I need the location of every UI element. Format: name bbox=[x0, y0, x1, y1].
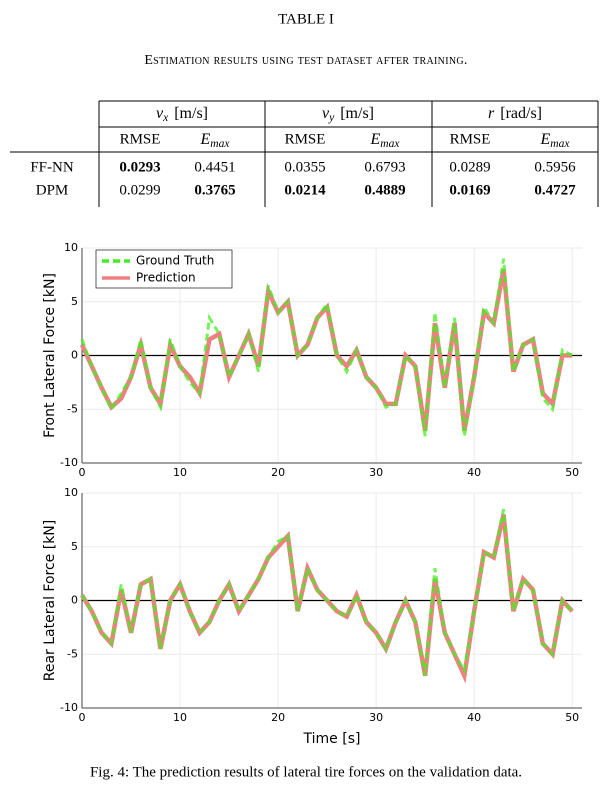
table-caption: Estimation results using test dataset af… bbox=[144, 53, 467, 68]
unit: [m/s] bbox=[340, 105, 374, 122]
y-tick-label: -5 bbox=[67, 402, 78, 415]
x-tick-label: 10 bbox=[173, 466, 187, 479]
table-cell: 0.0289 bbox=[449, 159, 490, 175]
y-tick-label: 5 bbox=[71, 295, 78, 308]
symbol: E bbox=[540, 131, 551, 148]
y-axis-label: Rear Lateral Force [kN] bbox=[42, 520, 58, 682]
x-tick-label: 20 bbox=[271, 466, 285, 479]
column-header: RMSE bbox=[285, 131, 326, 147]
column-header: RMSE bbox=[450, 131, 491, 147]
subscript: max bbox=[550, 138, 570, 150]
subscript: x bbox=[162, 112, 169, 124]
x-axis-label: Time [s] bbox=[303, 731, 361, 747]
table-cell: 0.5956 bbox=[534, 159, 576, 175]
x-tick-label: 30 bbox=[369, 711, 383, 724]
y-tick-label: 10 bbox=[64, 241, 78, 254]
subscript: y bbox=[328, 112, 335, 124]
table-cell: 0.0299 bbox=[119, 182, 160, 198]
x-tick-label: 30 bbox=[369, 466, 383, 479]
x-tick-label: 40 bbox=[467, 711, 481, 724]
math-label: r [rad/s] bbox=[488, 105, 542, 122]
y-tick-label: 5 bbox=[71, 540, 78, 553]
symbol: r bbox=[488, 105, 495, 122]
table-cell: 0.4889 bbox=[364, 182, 405, 198]
x-tick-label: 40 bbox=[467, 466, 481, 479]
y-tick-label: 0 bbox=[71, 594, 78, 607]
column-header: RMSE bbox=[120, 131, 161, 147]
unit: [m/s] bbox=[174, 105, 208, 122]
x-tick-label: 0 bbox=[79, 466, 86, 479]
y-tick-label: -10 bbox=[60, 456, 78, 469]
x-tick-label: 50 bbox=[565, 711, 579, 724]
series-line bbox=[82, 515, 572, 676]
y-tick-label: 10 bbox=[64, 486, 78, 499]
table-cell: 0.0169 bbox=[449, 182, 490, 198]
math-label: vx[m/s] bbox=[156, 105, 208, 124]
table-cell: 0.4727 bbox=[534, 182, 576, 198]
symbol: E bbox=[200, 131, 211, 148]
figure-caption: Fig. 4: The prediction results of latera… bbox=[90, 764, 522, 780]
y-tick-label: 0 bbox=[71, 349, 78, 362]
y-tick-label: -5 bbox=[67, 647, 78, 660]
subscript: max bbox=[210, 138, 230, 150]
table-cell: 0.6793 bbox=[364, 159, 405, 175]
symbol: E bbox=[370, 131, 381, 148]
math-label: Emax bbox=[540, 131, 571, 150]
row-label: FF-NN bbox=[30, 159, 74, 175]
table-cell: 0.0293 bbox=[119, 159, 160, 175]
x-tick-label: 10 bbox=[173, 711, 187, 724]
table-title: TABLE I bbox=[278, 11, 334, 27]
subscript: max bbox=[380, 138, 400, 150]
table-cell: 0.3765 bbox=[194, 182, 235, 198]
math-label: Emax bbox=[200, 131, 231, 150]
x-tick-label: 20 bbox=[271, 711, 285, 724]
table-cell: 0.4451 bbox=[194, 159, 235, 175]
x-tick-label: 50 bbox=[565, 466, 579, 479]
unit: [rad/s] bbox=[500, 105, 542, 122]
y-tick-label: -10 bbox=[60, 701, 78, 714]
y-axis-label: Front Lateral Force [kN] bbox=[42, 273, 58, 438]
row-label: DPM bbox=[36, 182, 69, 198]
x-tick-label: 0 bbox=[79, 711, 86, 724]
table-cell: 0.0214 bbox=[284, 182, 326, 198]
math-label: vy[m/s] bbox=[322, 105, 374, 124]
table-cell: 0.0355 bbox=[284, 159, 325, 175]
math-label: Emax bbox=[370, 131, 401, 150]
series-line bbox=[82, 509, 572, 676]
legend-label: Ground Truth bbox=[136, 254, 214, 268]
legend-label: Prediction bbox=[136, 271, 196, 285]
